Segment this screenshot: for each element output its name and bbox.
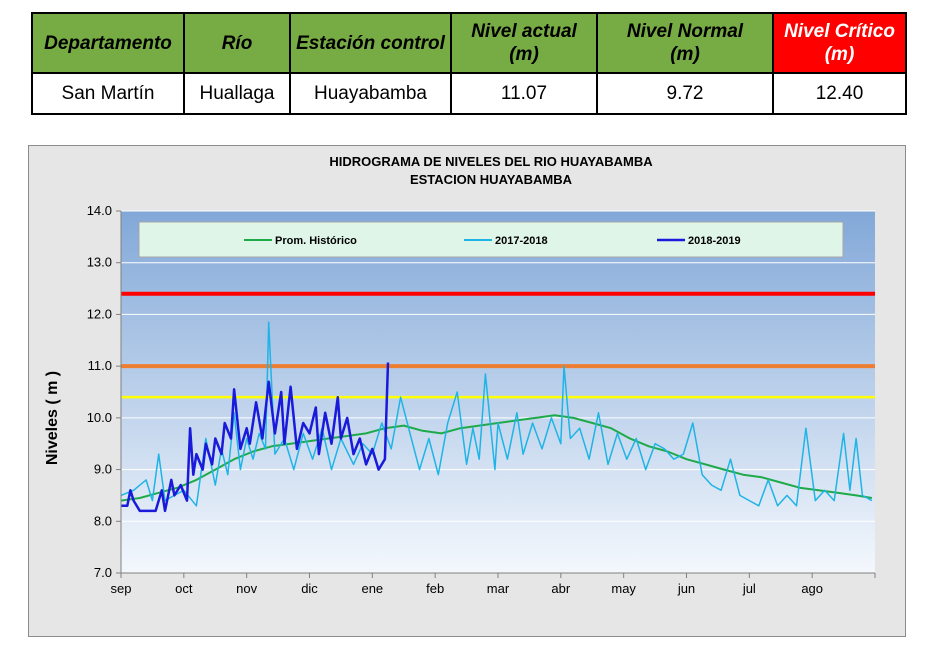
header-nivel-critico: Nivel Crítico (m) bbox=[772, 12, 907, 74]
hydrograph-svg: HIDROGRAMA DE NIVELES DEL RIO HUAYABAMBA… bbox=[44, 154, 876, 596]
y-tick-label: 7.0 bbox=[94, 565, 112, 580]
cell-estacion: Huayabamba bbox=[289, 72, 452, 115]
plot-area bbox=[121, 211, 875, 573]
x-tick-label: jun bbox=[677, 581, 695, 596]
cell-rio: Huallaga bbox=[183, 72, 291, 115]
y-tick-label: 11.0 bbox=[88, 358, 112, 373]
cell-departamento: San Martín bbox=[31, 72, 185, 115]
header-nivel-actual-text: Nivel actual (m) bbox=[471, 21, 577, 65]
header-nivel-normal-text: Nivel Normal (m) bbox=[626, 21, 744, 65]
y-tick-label: 14.0 bbox=[87, 203, 112, 218]
chart-subtitle: ESTACION HUAYABAMBA bbox=[410, 172, 573, 187]
table-header-row: Departamento Río Estación control Nivel … bbox=[31, 12, 907, 74]
table-row: San Martín Huallaga Huayabamba 11.07 9.7… bbox=[31, 72, 907, 115]
header-rio: Río bbox=[183, 12, 291, 74]
cell-nivel-actual: 11.07 bbox=[450, 72, 598, 115]
x-tick-label: dic bbox=[301, 581, 318, 596]
station-info-table: Departamento Río Estación control Nivel … bbox=[31, 12, 907, 115]
x-tick-label: jul bbox=[742, 581, 756, 596]
x-tick-label: nov bbox=[236, 581, 257, 596]
header-nivel-critico-text: Nivel Crítico (m) bbox=[784, 21, 895, 65]
x-tick-label: ene bbox=[361, 581, 383, 596]
x-tick-label: mar bbox=[487, 581, 510, 596]
legend-label: 2017-2018 bbox=[495, 235, 548, 247]
x-tick-label: may bbox=[611, 581, 636, 596]
cell-nivel-critico: 12.40 bbox=[772, 72, 907, 115]
series-line-1 bbox=[120, 321, 873, 507]
x-tick-label: ago bbox=[801, 581, 823, 596]
x-tick-label: oct bbox=[175, 581, 193, 596]
series-line-2 bbox=[121, 362, 390, 513]
header-nivel-actual: Nivel actual (m) bbox=[450, 12, 598, 74]
y-tick-label: 13.0 bbox=[87, 255, 112, 270]
header-nivel-normal: Nivel Normal (m) bbox=[596, 12, 774, 74]
x-tick-label: feb bbox=[426, 581, 444, 596]
header-departamento: Departamento bbox=[31, 12, 185, 74]
cell-nivel-normal: 9.72 bbox=[596, 72, 774, 115]
legend-label: Prom. Histórico bbox=[275, 235, 357, 247]
header-estacion: Estación control bbox=[289, 12, 452, 74]
y-tick-label: 12.0 bbox=[87, 306, 112, 321]
y-axis-label: Niveles ( m ) bbox=[44, 371, 61, 465]
hydrograph-chart: HIDROGRAMA DE NIVELES DEL RIO HUAYABAMBA… bbox=[28, 145, 906, 637]
chart-title: HIDROGRAMA DE NIVELES DEL RIO HUAYABAMBA bbox=[329, 154, 653, 169]
x-tick-label: abr bbox=[551, 581, 570, 596]
legend-label: 2018-2019 bbox=[688, 235, 741, 247]
y-tick-label: 8.0 bbox=[94, 513, 112, 528]
x-tick-label: sep bbox=[111, 581, 132, 596]
y-tick-label: 9.0 bbox=[94, 462, 112, 477]
y-tick-label: 10.0 bbox=[87, 410, 112, 425]
